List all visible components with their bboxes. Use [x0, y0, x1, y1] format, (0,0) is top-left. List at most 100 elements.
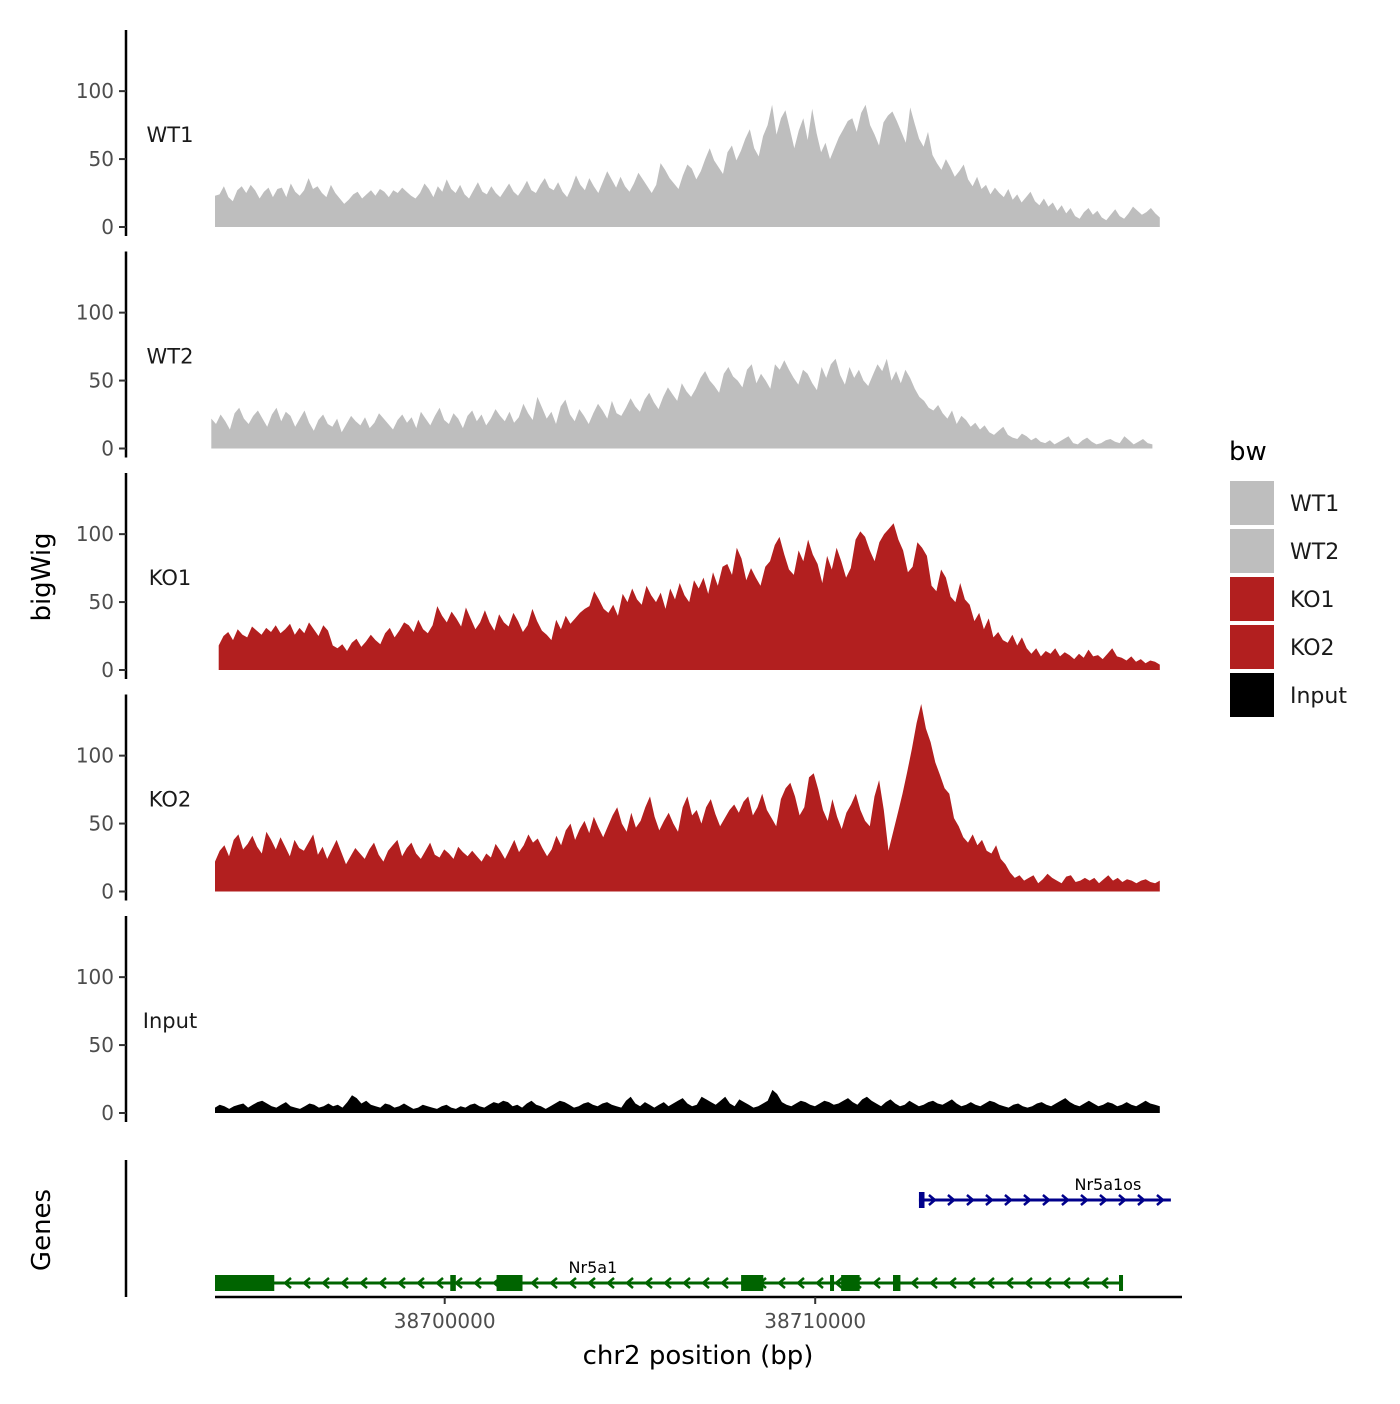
strand-arrow	[815, 1277, 824, 1289]
y-tick-label-50: 50	[89, 1033, 114, 1057]
strand-arrow	[340, 1277, 349, 1289]
strand-arrow	[663, 1277, 672, 1289]
gene-label-nr5a1os: Nr5a1os	[1074, 1175, 1141, 1194]
track-label-wt2: WT2	[147, 345, 194, 369]
y-tick-label-0: 0	[101, 1101, 114, 1125]
strand-arrow	[929, 1277, 938, 1289]
exon-block	[893, 1275, 901, 1291]
y-tick-label-100: 100	[76, 522, 114, 546]
gene-nr5a1os: Nr5a1os	[918, 1175, 1171, 1208]
y-tick-label-100: 100	[76, 744, 114, 768]
coverage-area-wt1	[215, 104, 1160, 227]
exon-block	[215, 1275, 275, 1291]
exon-block	[496, 1275, 523, 1291]
strand-arrow	[378, 1277, 387, 1289]
strand-arrow	[1061, 1194, 1070, 1206]
strand-arrow	[416, 1277, 425, 1289]
strand-arrow	[644, 1277, 653, 1289]
exon-block	[450, 1275, 456, 1291]
track-label-ko1: KO1	[149, 566, 192, 590]
strand-arrow	[796, 1277, 805, 1289]
legend-label-input: Input	[1290, 684, 1347, 709]
strand-arrow	[1081, 1277, 1090, 1289]
strand-arrow	[283, 1277, 292, 1289]
strand-arrow	[986, 1277, 995, 1289]
legend-label-ko1: KO1	[1290, 588, 1335, 613]
strand-arrow	[1080, 1194, 1089, 1206]
legend-label-wt1: WT1	[1290, 492, 1339, 517]
strand-arrow	[1156, 1194, 1165, 1206]
strand-arrow	[966, 1194, 975, 1206]
gene-track: Nr5a1 Nr5a1os	[124, 1160, 1171, 1297]
x-tick-label-38710000: 38710000	[764, 1309, 866, 1333]
x-tick-label-38700000: 38700000	[394, 1309, 496, 1333]
strand-arrow	[302, 1277, 311, 1289]
exon-block	[741, 1275, 764, 1291]
strand-arrow	[1099, 1194, 1108, 1206]
exon-block	[841, 1275, 860, 1291]
y-tick-label-50: 50	[89, 369, 114, 393]
strand-arrow	[473, 1277, 482, 1289]
genes-axis-title: Genes	[27, 1189, 57, 1271]
strand-arrow	[454, 1277, 463, 1289]
track-label-wt1: WT1	[147, 123, 194, 147]
y-tick-label-0: 0	[101, 437, 114, 461]
strand-arrow	[1100, 1277, 1109, 1289]
coverage-area-wt2	[211, 358, 1153, 449]
strand-arrow	[1042, 1194, 1051, 1206]
legend-label-ko2: KO2	[1290, 636, 1335, 661]
coverage-area-input	[215, 1089, 1160, 1113]
strand-arrow	[530, 1277, 539, 1289]
legend: bw WT1 WT2 KO1 KO2 Input	[1228, 437, 1347, 719]
strand-arrow	[834, 1277, 843, 1289]
strand-arrow	[1005, 1277, 1014, 1289]
y-tick-label-100: 100	[76, 965, 114, 989]
track-panel-wt1: 0 50 100 WT1	[76, 30, 1160, 239]
strand-arrow	[568, 1277, 577, 1289]
legend-title: bw	[1229, 437, 1267, 467]
strand-arrow	[397, 1277, 406, 1289]
strand-arrow	[1043, 1277, 1052, 1289]
track-label-ko2: KO2	[149, 788, 192, 812]
y-tick-label-0: 0	[101, 658, 114, 682]
legend-label-wt2: WT2	[1290, 540, 1339, 565]
strand-arrow	[967, 1277, 976, 1289]
x-axis: 38700000 38710000	[215, 1295, 1182, 1333]
strand-arrow	[910, 1277, 919, 1289]
strand-arrow	[720, 1277, 729, 1289]
strand-arrow	[682, 1277, 691, 1289]
strand-arrow	[985, 1194, 994, 1206]
strand-arrow	[606, 1277, 615, 1289]
strand-arrow	[1137, 1194, 1146, 1206]
coverage-tracks: 0 50 100 WT1 0 50 100 WT2 0 50 100 KO1 0 50 100 KO2 0 50 1…	[76, 30, 1160, 1125]
y-tick-label-50: 50	[89, 147, 114, 171]
track-panel-wt2: 0 50 100 WT2	[76, 251, 1153, 461]
y-tick-label-50: 50	[89, 812, 114, 836]
y-tick-label-50: 50	[89, 590, 114, 614]
legend-key-input	[1228, 671, 1276, 719]
strand-arrow	[777, 1277, 786, 1289]
strand-arrow	[1023, 1194, 1032, 1206]
strand-arrow	[435, 1277, 444, 1289]
gene-nr5a1: Nr5a1	[215, 1258, 1124, 1291]
exon-block	[1119, 1275, 1124, 1291]
strand-arrow	[625, 1277, 634, 1289]
strand-arrow	[359, 1277, 368, 1289]
legend-key-ko1	[1228, 575, 1276, 623]
strand-arrow	[321, 1277, 330, 1289]
track-panel-ko2: 0 50 100 KO2	[76, 694, 1160, 904]
track-label-input: Input	[143, 1009, 197, 1033]
coverage-area-ko1	[218, 523, 1160, 670]
strand-arrow	[1062, 1277, 1071, 1289]
strand-arrow	[928, 1194, 937, 1206]
strand-arrow	[948, 1277, 957, 1289]
legend-key-ko2	[1228, 623, 1276, 671]
gene-label-nr5a1: Nr5a1	[569, 1258, 618, 1277]
strand-arrow	[872, 1277, 881, 1289]
y-tick-label-100: 100	[76, 79, 114, 103]
y-tick-label-100: 100	[76, 301, 114, 325]
y-tick-label-0: 0	[101, 880, 114, 904]
track-panel-input: 0 50 100 Input	[76, 916, 1160, 1125]
